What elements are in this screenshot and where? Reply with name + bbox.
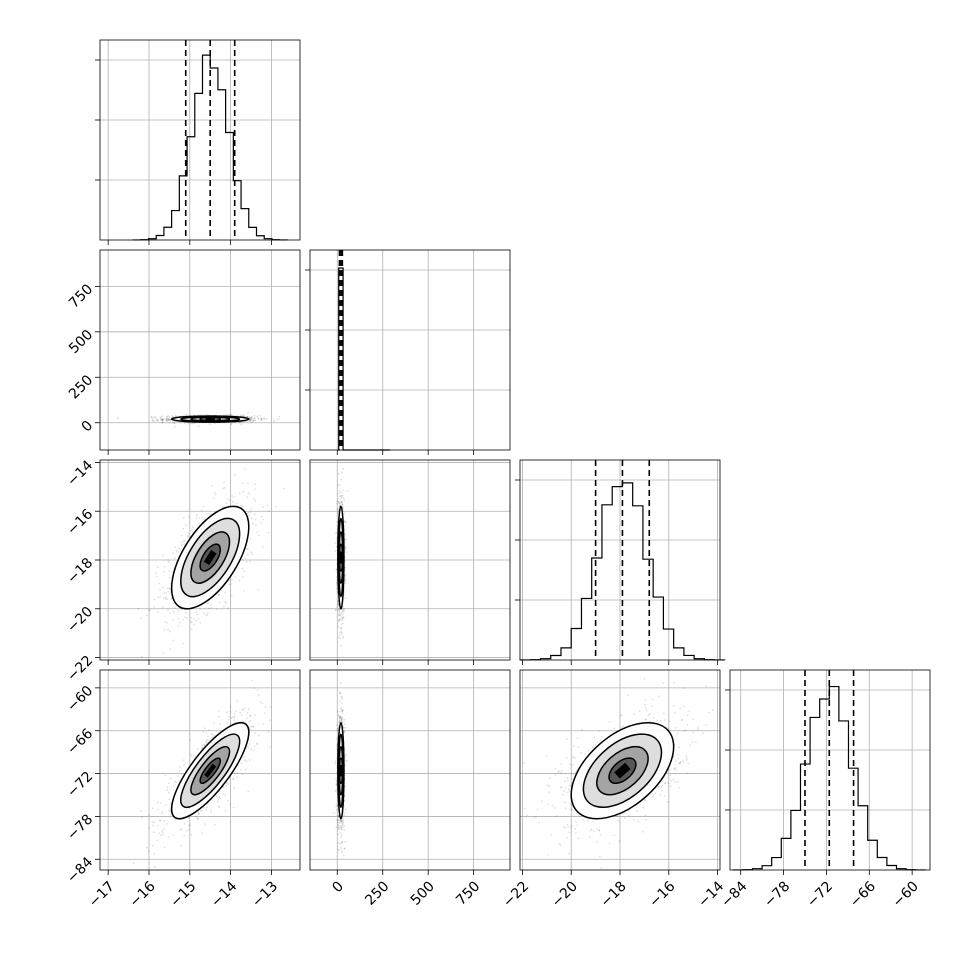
- y-tick-label-2-3: −16: [64, 506, 96, 538]
- scatter-panel-3-2: [519, 669, 721, 875]
- density-levels: [170, 415, 250, 423]
- grid-lines: [100, 40, 300, 240]
- x-tick-label-1-1: 250: [362, 878, 392, 908]
- panel-frame: [99, 39, 301, 241]
- density-levels: [337, 505, 345, 610]
- x-tick-label-2-2: −18: [598, 878, 630, 910]
- x-tick-label-1-0: 0: [329, 878, 347, 896]
- scatter-panel-1-0: [95, 249, 301, 455]
- histogram-panel-2: [515, 459, 726, 661]
- grid-lines: [520, 460, 720, 660]
- x-tick-label-3-2: −72: [804, 878, 836, 910]
- density-levels: [570, 721, 675, 820]
- x-tick-label-1-3: 750: [453, 878, 483, 908]
- scatter-panel-2-1: [309, 459, 511, 665]
- y-tick-label-3-1: −78: [64, 811, 96, 843]
- x-tick-label-0-1: −16: [127, 878, 159, 910]
- x-tick-label-3-1: −78: [761, 878, 793, 910]
- panel-frame: [99, 249, 301, 451]
- x-tick-label-2-0: −22: [500, 878, 532, 910]
- y-tick-label-1-1: 250: [66, 372, 96, 402]
- x-tick-label-0-3: −14: [208, 878, 240, 910]
- y-tick-label-3-4: −60: [64, 683, 96, 715]
- x-tick-label-2-3: −16: [646, 878, 678, 910]
- scatter-panel-3-1: [309, 669, 511, 875]
- y-tick-label-1-0: 0: [79, 418, 97, 436]
- y-tick-label-1-3: 750: [66, 281, 96, 311]
- scatter-panel-2-0: [95, 459, 301, 665]
- x-tick-label-1-2: 500: [408, 878, 438, 908]
- density-levels: [170, 721, 250, 820]
- panel-frame: [309, 459, 511, 661]
- density-levels: [170, 505, 250, 610]
- y-tick-label-3-0: −84: [64, 854, 96, 886]
- grid-lines: [100, 250, 300, 450]
- panel-frame: [99, 459, 301, 661]
- histogram-bars: [338, 267, 390, 451]
- panel-frame: [309, 249, 511, 451]
- histogram-panel-0: [95, 39, 301, 241]
- x-tick-label-0-4: −13: [249, 878, 281, 910]
- panel-frame: [519, 669, 721, 871]
- histogram-panel-3: [725, 669, 931, 871]
- scatter-panel-3-0: [95, 669, 301, 875]
- y-tick-label-2-1: −20: [64, 604, 96, 636]
- x-tick-label-2-1: −20: [549, 878, 581, 910]
- y-tick-label-2-2: −18: [64, 555, 96, 587]
- x-tick-label-3-3: −66: [847, 878, 879, 910]
- y-tick-label-3-3: −66: [64, 726, 96, 758]
- panel-frame: [99, 669, 301, 871]
- y-tick-label-3-2: −72: [64, 769, 96, 801]
- x-tick-label-3-4: −60: [890, 878, 922, 910]
- grid-lines: [730, 670, 930, 870]
- x-tick-label-0-0: −17: [86, 878, 118, 910]
- panel-frame: [729, 669, 931, 871]
- density-levels: [337, 721, 345, 820]
- y-tick-label-2-0: −22: [64, 653, 96, 685]
- x-tick-label-0-2: −15: [167, 878, 199, 910]
- x-tick-label-3-0: −84: [718, 878, 750, 910]
- y-tick-label-2-4: −14: [64, 457, 96, 489]
- panel-frame: [309, 669, 511, 871]
- y-tick-label-1-2: 500: [66, 327, 96, 357]
- histogram-panel-1: [305, 249, 511, 451]
